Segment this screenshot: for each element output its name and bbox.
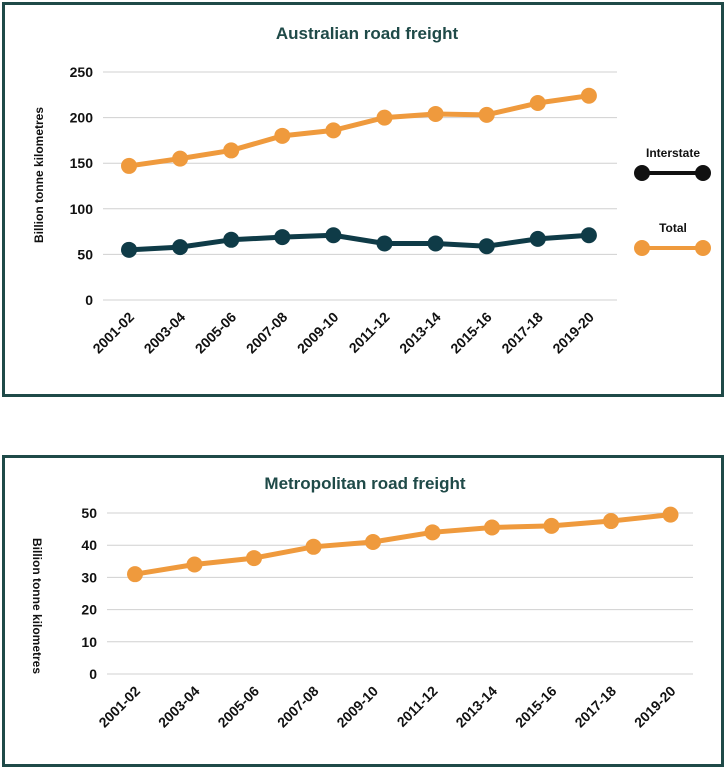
data-point-interstate [223, 231, 240, 248]
data-point-series [365, 533, 381, 550]
data-point-total [376, 109, 393, 126]
y-tick-label: 30 [81, 569, 97, 585]
y-tick-label: 100 [70, 201, 94, 217]
data-point-interstate [325, 227, 342, 244]
data-point-interstate [121, 241, 137, 258]
data-point-series [662, 506, 679, 523]
data-point-series [305, 538, 322, 555]
x-tick-label: 2017-18 [571, 683, 619, 731]
legend-marker-interstate [634, 165, 650, 181]
y-tick-label: 50 [77, 246, 93, 262]
x-tick-label: 2005-06 [214, 683, 262, 731]
series-line-total [128, 93, 590, 169]
x-tick-label: 2013-14 [452, 683, 500, 731]
data-point-total [325, 122, 342, 139]
data-point-series [543, 517, 560, 534]
x-tick-label: 2011-12 [346, 309, 393, 356]
data-point-series [484, 519, 500, 536]
legend-marker-total [634, 240, 650, 256]
x-tick-label: 2011-12 [394, 683, 441, 730]
data-point-total [478, 106, 495, 123]
series-line-interstate [128, 232, 590, 253]
metropolitan-road-freight-panel: Metropolitan road freight Billion tonne … [2, 455, 724, 767]
y-tick-label: 10 [81, 634, 97, 650]
data-point-interstate [274, 229, 291, 246]
x-tick-label: 2003-04 [155, 683, 203, 731]
x-tick-label: 2007-08 [274, 683, 322, 731]
y-tick-label: 200 [70, 110, 94, 126]
chart-title: Metropolitan road freight [264, 474, 466, 493]
data-point-series [424, 524, 441, 541]
x-tick-label: 2013-14 [396, 309, 444, 357]
metropolitan-road-freight-chart: Metropolitan road freight Billion tonne … [30, 474, 693, 731]
x-tick-label: 2001-02 [89, 309, 137, 357]
data-point-interstate [376, 235, 393, 252]
data-point-series [186, 556, 203, 573]
data-point-series [127, 566, 143, 583]
legend-marker-interstate [695, 165, 711, 181]
data-point-total [121, 157, 137, 174]
x-tick-label: 2003-04 [141, 309, 189, 357]
data-point-interstate [427, 235, 444, 252]
y-tick-label: 20 [81, 602, 97, 618]
y-tick-label: 50 [81, 505, 97, 521]
legend-label-total: Total [659, 221, 687, 235]
y-tick-label: 0 [85, 292, 93, 308]
x-tick-label: 2019-20 [549, 309, 597, 357]
data-point-total [580, 87, 597, 104]
x-tick-label: 2017-18 [498, 309, 546, 357]
legend-marker-total [695, 240, 711, 256]
y-tick-label: 250 [70, 64, 94, 80]
y-tick-label: 40 [81, 537, 97, 553]
x-tick-label: 2015-16 [512, 683, 560, 731]
data-point-series [603, 513, 619, 530]
data-point-interstate [580, 227, 597, 244]
x-tick-label: 2001-02 [95, 683, 143, 731]
data-point-interstate [172, 239, 189, 256]
x-tick-label: 2005-06 [192, 309, 240, 357]
x-tick-label: 2007-08 [243, 309, 291, 357]
x-tick-label: 2019-20 [631, 683, 679, 731]
australian-road-freight-panel: Australian road freight Billion tonne ki… [2, 2, 724, 397]
y-axis-label: Billion tonne kilometres [32, 107, 46, 243]
data-point-interstate [478, 238, 495, 255]
x-tick-label: 2009-10 [333, 683, 381, 731]
y-tick-label: 0 [89, 666, 97, 682]
data-point-total [529, 95, 546, 112]
chart-title: Australian road freight [276, 24, 459, 43]
data-point-total [223, 142, 240, 159]
data-point-total [274, 127, 291, 144]
y-tick-label: 150 [70, 155, 94, 171]
data-point-series [246, 550, 262, 567]
y-axis-label: Billion tonne kilometres [30, 538, 44, 674]
data-point-total [172, 150, 189, 167]
data-point-total [427, 105, 444, 122]
australian-road-freight-chart: Australian road freight Billion tonne ki… [32, 24, 711, 357]
data-point-interstate [529, 230, 546, 247]
legend-label-interstate: Interstate [646, 146, 700, 160]
series-line-series [134, 512, 671, 577]
x-tick-label: 2015-16 [447, 309, 495, 357]
x-tick-label: 2009-10 [294, 309, 342, 357]
